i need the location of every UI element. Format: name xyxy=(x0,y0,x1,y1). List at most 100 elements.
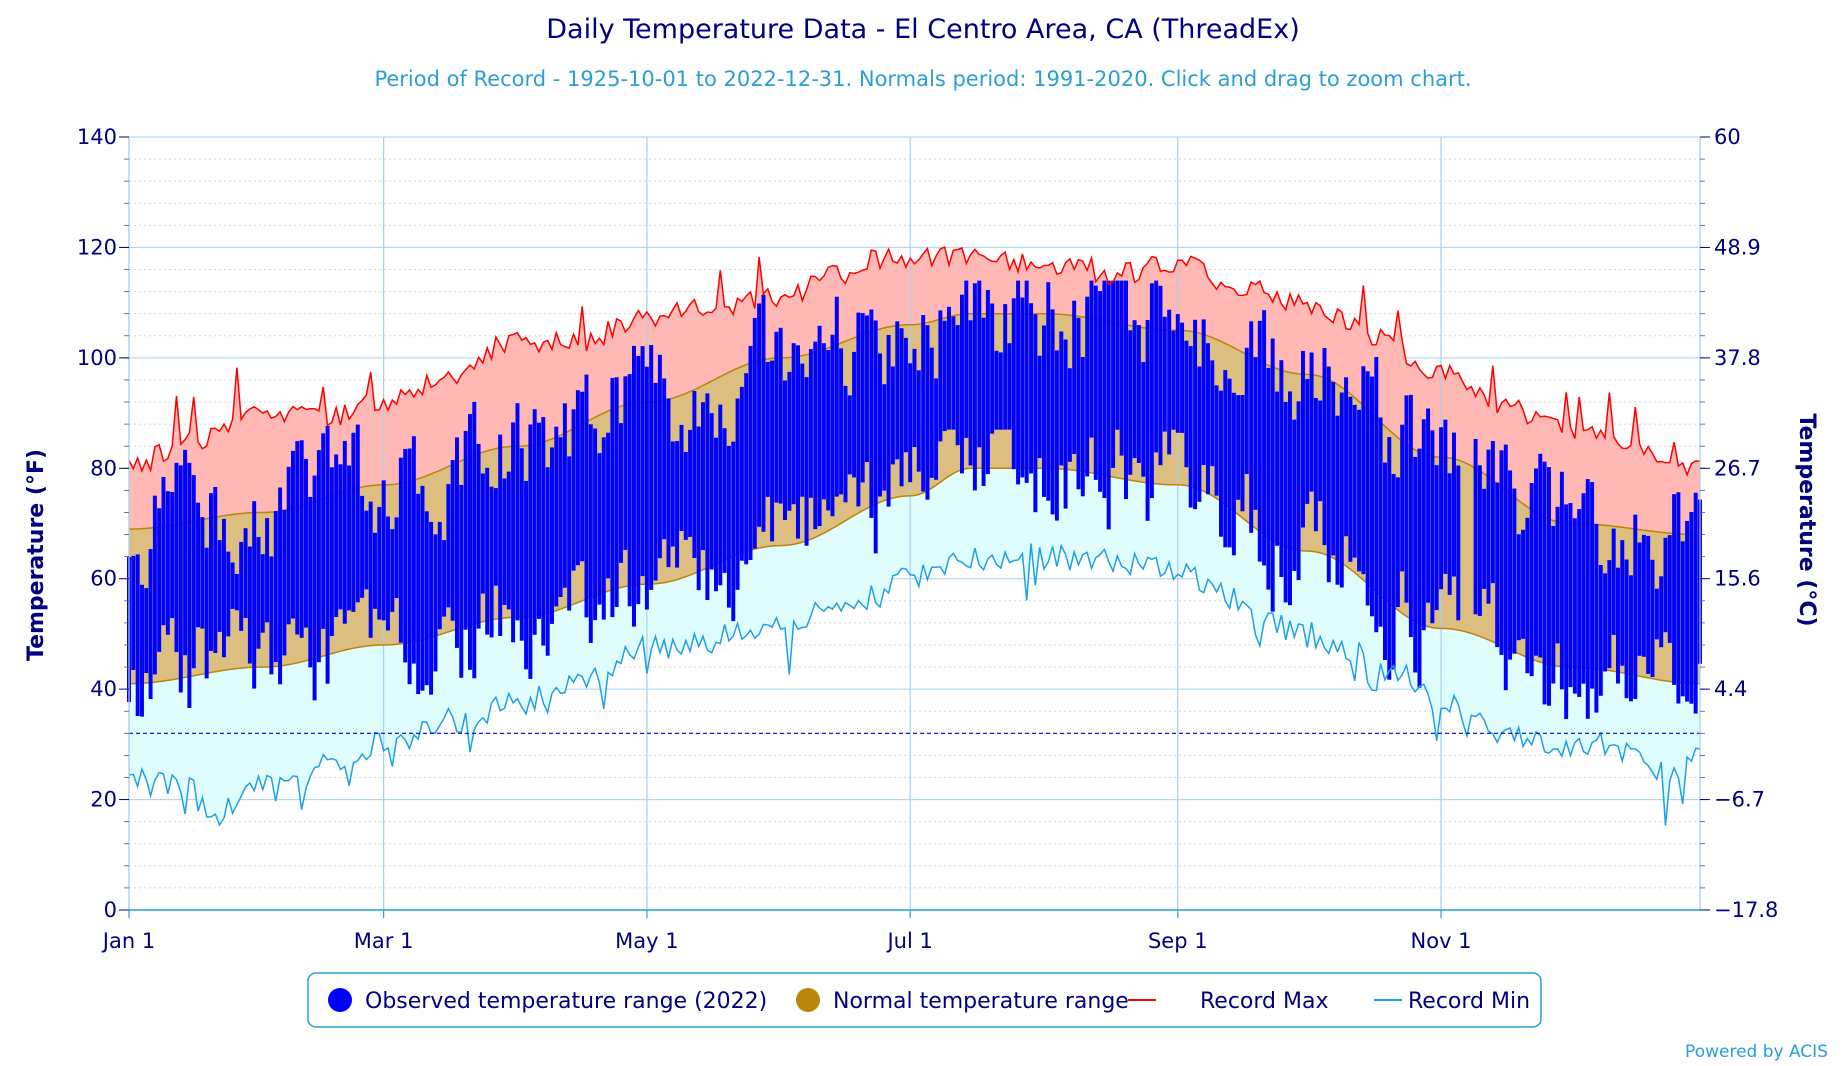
observed-bar xyxy=(1244,347,1249,474)
observed-bar xyxy=(726,445,731,608)
observed-bar xyxy=(882,384,887,491)
observed-bar xyxy=(804,377,809,546)
observed-bar xyxy=(692,391,697,558)
observed-bar xyxy=(1283,401,1288,603)
observed-bar xyxy=(1529,483,1534,677)
observed-bar xyxy=(670,441,675,547)
observed-bar xyxy=(135,554,140,716)
observed-bar xyxy=(1322,348,1327,546)
observed-bar xyxy=(610,377,615,618)
observed-bar xyxy=(420,485,425,691)
observed-bar xyxy=(1339,392,1344,588)
observed-bar xyxy=(921,315,926,492)
observed-bar xyxy=(705,393,710,600)
observed-bar xyxy=(157,508,162,652)
observed-bar xyxy=(584,374,589,618)
observed-bar xyxy=(830,334,835,517)
observed-bar xyxy=(1654,588,1659,640)
observed-bar xyxy=(234,574,239,611)
observed-bar xyxy=(1249,321,1254,533)
observed-bar xyxy=(1559,471,1564,690)
observed-bar xyxy=(1106,280,1111,530)
observed-bar xyxy=(178,465,183,693)
observed-bar xyxy=(1421,419,1426,631)
observed-bar xyxy=(196,502,201,628)
observed-bar xyxy=(1063,339,1068,509)
observed-bar xyxy=(411,436,416,664)
observed-bar xyxy=(187,462,192,708)
observed-bar xyxy=(489,486,494,638)
observed-bar xyxy=(649,345,654,590)
observed-bar xyxy=(1568,503,1573,688)
observed-bar xyxy=(446,484,451,608)
observed-bar xyxy=(256,537,261,649)
plot-area[interactable]: 0 20 40 60 80 100 120 140 −17.8 −6.7 4.4 15.6 26.7 37… xyxy=(77,125,1778,953)
observed-bar xyxy=(364,510,369,590)
observed-bar xyxy=(1219,390,1223,537)
observed-bar xyxy=(1667,535,1672,643)
observed-bar xyxy=(174,462,179,653)
observed-bar xyxy=(528,424,533,679)
observed-bar xyxy=(1577,509,1582,697)
observed-bar xyxy=(1486,449,1491,604)
observed-bar xyxy=(696,426,701,591)
observed-bar xyxy=(714,437,718,592)
observed-bar xyxy=(1240,395,1245,512)
observed-bar xyxy=(1162,316,1167,432)
observed-bar xyxy=(1301,350,1305,528)
observed-bar xyxy=(1620,540,1625,666)
observed-bar xyxy=(1231,392,1236,556)
observed-bar xyxy=(1672,494,1677,685)
observed-bar xyxy=(748,345,753,560)
observed-bar xyxy=(718,404,723,586)
observed-bar xyxy=(209,493,213,651)
observed-bar xyxy=(1525,517,1530,674)
observed-bar xyxy=(865,315,869,462)
observed-bar xyxy=(1042,325,1046,497)
legend-item-record-min[interactable]: Record Min xyxy=(1374,989,1530,1014)
observed-bar xyxy=(493,488,498,586)
observed-bar xyxy=(1270,338,1275,612)
observed-bar xyxy=(709,413,714,570)
observed-bar xyxy=(683,452,688,540)
observed-bar xyxy=(381,480,386,621)
legend-item-observed[interactable]: Observed temperature range (2022) xyxy=(328,988,767,1014)
observed-bar xyxy=(1391,474,1396,670)
observed-bar xyxy=(1572,518,1577,694)
observed-bar xyxy=(265,518,270,623)
observed-bar xyxy=(1309,352,1314,492)
observed-bar xyxy=(1551,526,1556,684)
observed-bar xyxy=(148,549,153,700)
observed-bar xyxy=(1037,355,1042,459)
observed-bar xyxy=(1564,504,1569,719)
observed-bar xyxy=(1547,467,1551,706)
observed-bar xyxy=(1581,493,1586,684)
observed-bar xyxy=(273,511,278,663)
observed-bar xyxy=(1296,401,1301,581)
observed-bar xyxy=(1128,330,1133,475)
observed-bar xyxy=(338,464,343,610)
observed-bar xyxy=(562,403,567,588)
legend-box xyxy=(307,972,1542,1028)
observed-bar xyxy=(1374,357,1379,633)
observed-bar xyxy=(1067,368,1072,462)
observed-bar xyxy=(1383,462,1387,660)
legend-item-normal[interactable]: Normal temperature range xyxy=(796,988,1129,1014)
record-high-band xyxy=(129,247,1700,535)
observed-bar xyxy=(541,417,546,646)
observed-bar xyxy=(1141,362,1146,477)
powered-by-credit[interactable]: Powered by ACIS xyxy=(1685,1042,1828,1062)
observed-bar xyxy=(1603,573,1608,672)
observed-bar xyxy=(1305,378,1310,504)
observed-bar xyxy=(1452,432,1456,577)
observed-bar xyxy=(770,360,775,542)
observed-bar xyxy=(429,521,434,695)
observed-bar xyxy=(1499,450,1504,655)
observed-bar xyxy=(545,467,550,656)
observed-bar xyxy=(856,312,861,507)
observed-bar xyxy=(1430,430,1435,624)
observed-bar xyxy=(140,584,144,717)
legend-item-record-max[interactable]: Record Max xyxy=(1128,989,1329,1014)
observed-bar xyxy=(1318,400,1323,502)
observed-bar xyxy=(260,554,265,633)
